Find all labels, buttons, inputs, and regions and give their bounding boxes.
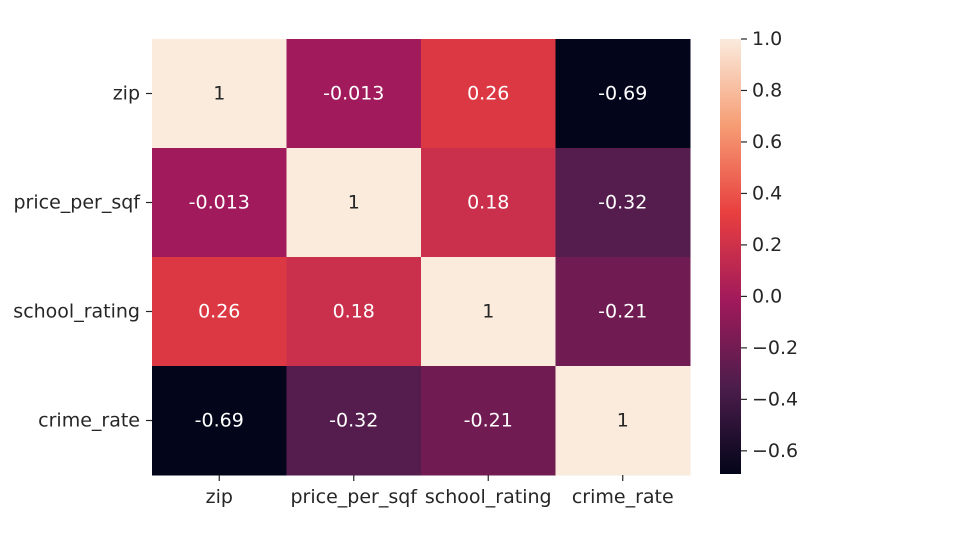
cell-annotation: -0.32: [329, 410, 378, 432]
heatmap-cell-school_rating-price_per_sqf: [286, 257, 422, 367]
cell-annotation: 0.26: [467, 83, 509, 105]
cell-annotation: -0.21: [598, 301, 647, 323]
heatmap-cell-school_rating-crime_rate: [555, 257, 691, 367]
x-tick-label: zip: [206, 486, 233, 508]
heatmap-cell-price_per_sqf-school_rating: [421, 148, 556, 258]
cell-annotation: -0.013: [189, 192, 250, 214]
colorbar-tick-label: 1.0: [752, 28, 782, 50]
cell-annotation: -0.013: [323, 83, 384, 105]
x-tick-label: price_per_sqf: [291, 486, 419, 508]
heatmap-cells: [152, 39, 691, 476]
heatmap-cell-price_per_sqf-crime_rate: [555, 148, 691, 258]
colorbar-tick-label: 0.0: [752, 285, 782, 307]
colorbar-tick-label: 0.2: [752, 234, 782, 256]
heatmap-cell-crime_rate-price_per_sqf: [286, 366, 422, 476]
heatmap-cell-zip-crime_rate: [555, 39, 691, 149]
heatmap-cell-price_per_sqf-zip: [152, 148, 287, 258]
heatmap-cell-zip-school_rating: [421, 39, 556, 149]
colorbar-tick-label: 0.6: [752, 131, 782, 153]
cell-annotation: 1: [213, 83, 225, 105]
colorbar: 1.0 0.8 0.6 0.4 0.2 0.0 −0.2 −0.4 −0.6: [720, 28, 798, 474]
heatmap-annotations: 1 -0.013 0.26 -0.69 -0.013 1 0.18 -0.32 0.26 0.18…: [189, 83, 648, 432]
heatmap-cell-crime_rate-zip: [152, 366, 287, 476]
x-axis: zip price_per_sqf school_rating crime_rate: [206, 475, 674, 508]
cell-annotation: -0.21: [464, 410, 513, 432]
cell-annotation: 1: [482, 301, 494, 323]
cell-annotation: -0.32: [598, 192, 647, 214]
heatmap-cell-school_rating-zip: [152, 257, 287, 367]
colorbar-tick-label: 0.8: [752, 79, 782, 101]
cell-annotation: -0.69: [598, 83, 647, 105]
heatmap-cell-zip-zip: [152, 39, 287, 149]
heatmap-cell-school_rating-school_rating: [421, 257, 556, 367]
heatmap-cell-crime_rate-school_rating: [421, 366, 556, 476]
colorbar-tick-label: −0.2: [752, 337, 798, 359]
y-tick-label: school_rating: [13, 301, 140, 323]
y-axis: zip price_per_sqf school_rating crime_rate: [13, 83, 152, 432]
colorbar-tick-label: −0.4: [752, 388, 798, 410]
cell-annotation: 1: [617, 410, 629, 432]
heatmap-cell-crime_rate-crime_rate: [555, 366, 691, 476]
y-tick-label: zip: [113, 83, 140, 105]
heatmap-cell-price_per_sqf-price_per_sqf: [286, 148, 422, 258]
y-tick-label: price_per_sqf: [14, 192, 142, 214]
y-tick-label: crime_rate: [38, 410, 140, 432]
cell-annotation: 0.18: [333, 301, 375, 323]
colorbar-gradient: [720, 39, 741, 474]
cell-annotation: 0.26: [198, 301, 240, 323]
x-tick-label: crime_rate: [572, 486, 674, 508]
cell-annotation: 1: [348, 192, 360, 214]
cell-annotation: -0.69: [195, 410, 244, 432]
heatmap-cell-zip-price_per_sqf: [286, 39, 422, 149]
cell-annotation: 0.18: [467, 192, 509, 214]
colorbar-tick-label: 0.4: [752, 182, 782, 204]
x-tick-label: school_rating: [425, 486, 552, 508]
colorbar-tick-label: −0.6: [752, 440, 798, 462]
